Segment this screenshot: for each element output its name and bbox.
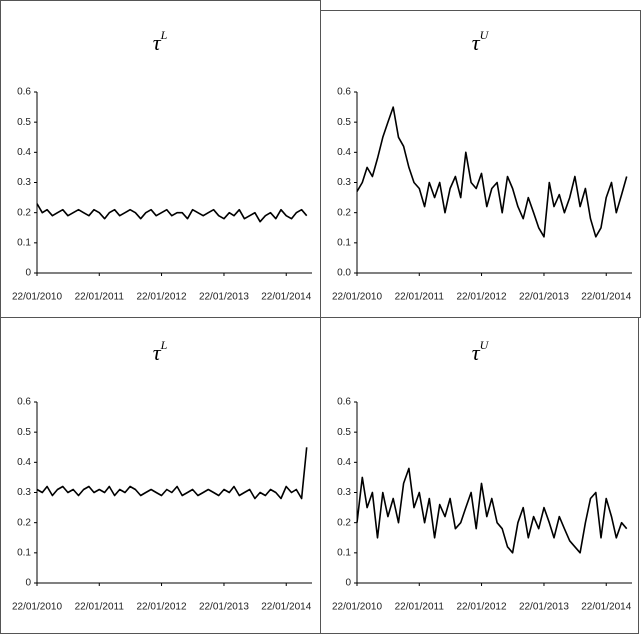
y-tick-label: 0.5 [337, 117, 351, 128]
title-symbol: τ [472, 30, 481, 55]
y-tick-label: 0.6 [17, 87, 31, 98]
y-tick-label: 0.5 [17, 117, 31, 128]
y-tick-label: 0.1 [17, 237, 31, 248]
chart-title: τU [472, 338, 490, 365]
title-symbol: τ [153, 30, 162, 55]
title-superscript: L [160, 28, 168, 42]
chart-panel: τU 0 0.1 0.2 0.3 0.4 0.5 0.6 22/01/2010 22/01/201… [332, 338, 632, 613]
x-tick-label: 22/01/2011 [395, 602, 445, 613]
y-tick-label: 0.3 [17, 487, 31, 498]
y-tick-label: 0.3 [337, 487, 351, 498]
title-superscript: U [480, 28, 490, 42]
y-tick-label: 0 [25, 578, 31, 589]
y-tick-label: 0.1 [17, 547, 31, 558]
title-superscript: U [480, 338, 490, 352]
y-tick-label: 0.4 [337, 147, 351, 158]
title-symbol: τ [153, 340, 162, 365]
y-tick-label: 0.4 [17, 457, 31, 468]
x-tick-label: 22/01/2014 [581, 292, 631, 303]
y-tick-label: 0.6 [337, 87, 351, 98]
data-line [36, 203, 308, 223]
x-tick-label: 22/01/2011 [395, 292, 445, 303]
x-tick-label: 22/01/2013 [519, 602, 569, 613]
y-tick-label: 0.2 [17, 517, 31, 528]
y-tick-label: 0.0 [337, 268, 351, 279]
chart-title: τU [472, 28, 490, 55]
y-tick-label: 0 [345, 578, 351, 589]
x-tick-label: 22/01/2012 [137, 292, 187, 303]
x-tick-label: 22/01/2013 [199, 602, 249, 613]
y-tick-label: 0.5 [17, 427, 31, 438]
x-tick-label: 22/01/2014 [581, 602, 631, 613]
x-tick-label: 22/01/2012 [457, 292, 507, 303]
x-tick-label: 22/01/2013 [199, 292, 249, 303]
chart-title: τL [153, 338, 168, 365]
x-tick-label: 22/01/2014 [261, 292, 311, 303]
x-tick-label: 22/01/2012 [457, 602, 507, 613]
y-tick-label: 0.2 [337, 207, 351, 218]
x-tick-label: 22/01/2011 [75, 292, 125, 303]
y-tick-label: 0.5 [337, 427, 351, 438]
y-tick-label: 0.3 [337, 177, 351, 188]
y-tick-label: 0.1 [337, 547, 351, 558]
panel-frame [320, 10, 641, 318]
x-tick-label: 22/01/2011 [75, 602, 125, 613]
chart-panel: τU 0.0 0.1 0.2 0.3 0.4 0.5 0.6 22/01/2010 22/01/2… [332, 28, 632, 303]
y-tick-label: 0.6 [337, 397, 351, 408]
y-tick-label: 0.4 [337, 457, 351, 468]
title-superscript: L [160, 338, 168, 352]
x-tick-label: 22/01/2010 [12, 602, 62, 613]
chart-title: τL [153, 28, 168, 55]
x-tick-label: 22/01/2012 [137, 602, 187, 613]
title-symbol: τ [472, 340, 481, 365]
x-tick-label: 22/01/2014 [261, 602, 311, 613]
y-tick-label: 0.4 [17, 147, 31, 158]
x-tick-label: 22/01/2010 [332, 292, 382, 303]
data-line [36, 447, 308, 500]
data-line [356, 467, 628, 554]
y-tick-label: 0.2 [17, 207, 31, 218]
y-tick-label: 0.3 [17, 177, 31, 188]
y-tick-label: 0.6 [17, 397, 31, 408]
x-tick-label: 22/01/2010 [332, 602, 382, 613]
y-tick-label: 0 [25, 268, 31, 279]
y-tick-label: 0.1 [337, 237, 351, 248]
x-tick-label: 22/01/2013 [519, 292, 569, 303]
chart-panel: τL 0 0.1 0.2 0.3 0.4 0.5 0.6 22/01/2010 22/01/201… [12, 338, 312, 613]
y-tick-label: 0.2 [337, 517, 351, 528]
data-line [356, 106, 628, 238]
x-tick-label: 22/01/2010 [12, 292, 62, 303]
chart-panel: τL 0 0.1 0.2 0.3 0.4 0.5 0.6 22/01/2010 22/01/201… [12, 28, 312, 303]
